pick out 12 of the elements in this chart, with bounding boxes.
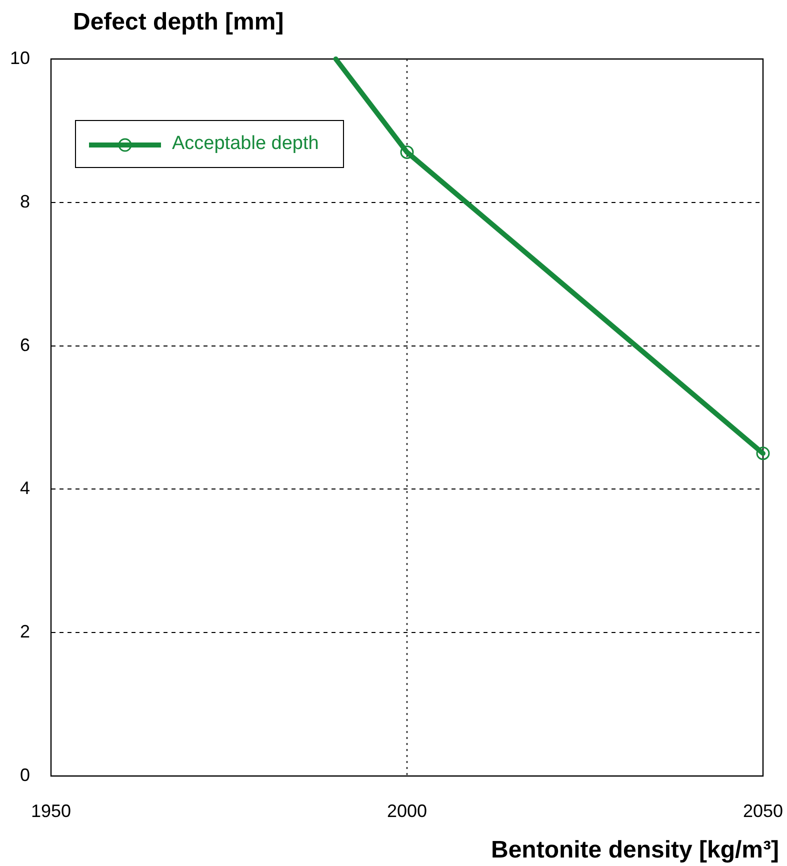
y-tick-label: 10	[10, 48, 30, 68]
y-tick-label: 4	[20, 478, 30, 498]
y-tick-label: 0	[20, 764, 30, 785]
x-tick-label: 1950	[30, 800, 72, 821]
y-tick-label: 8	[20, 191, 30, 212]
y-axis-title: Defect depth [mm]	[73, 8, 284, 36]
x-tick-label: 2050	[742, 800, 784, 821]
x-axis-title: Bentonite density [kg/m³]	[490, 836, 779, 864]
x-tick-label: 2000	[386, 800, 428, 821]
y-tick-label: 6	[20, 334, 30, 355]
legend-label: Acceptable depth	[172, 133, 319, 155]
y-tick-label: 2	[20, 622, 30, 642]
